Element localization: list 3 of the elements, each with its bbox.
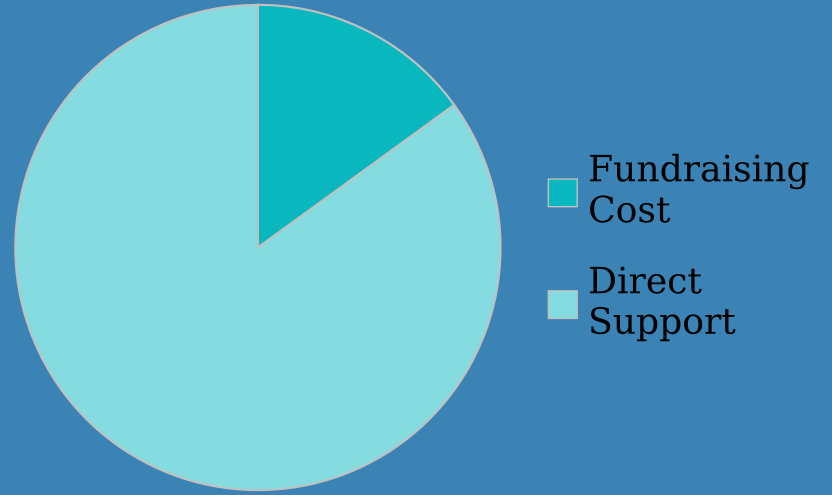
pie-slice: [14, 4, 502, 492]
legend-label: Fundraising Cost: [590, 154, 808, 223]
legend-label: Direct Support: [590, 266, 736, 342]
